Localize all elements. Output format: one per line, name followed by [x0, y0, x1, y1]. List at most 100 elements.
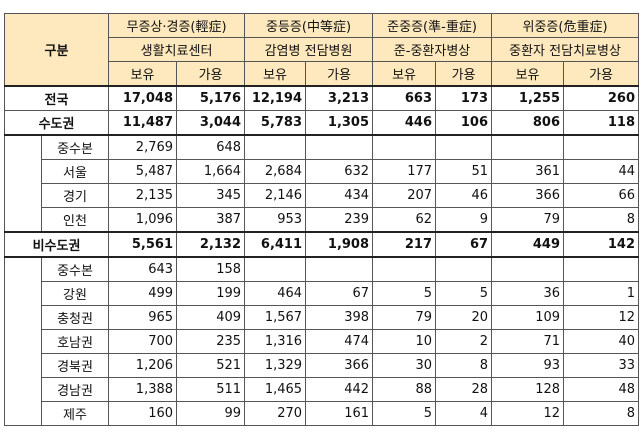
cell: 199	[176, 281, 246, 306]
cell: 434	[305, 183, 374, 208]
cell	[563, 256, 640, 282]
cell: 2,132	[176, 231, 246, 258]
have-header: 보유	[491, 61, 565, 87]
cell: 2,684	[244, 159, 307, 184]
table-row: 중수본 643 158	[4, 256, 640, 426]
cell: 79	[491, 207, 565, 233]
group-title-semicritical: 준중증(準-重症)	[372, 13, 493, 38]
capital-row: 수도권 11,487 3,044 5,783 1,305 446 106 806…	[3, 110, 640, 136]
cell: 398	[305, 305, 374, 330]
cell	[305, 256, 374, 282]
cell: 953	[244, 207, 307, 233]
cell: 160	[108, 401, 178, 426]
cell	[372, 134, 437, 160]
cell	[305, 134, 374, 160]
cell: 1,465	[244, 377, 307, 402]
cell: 1,908	[305, 231, 374, 258]
cell: 30	[372, 353, 437, 378]
cell: 40	[563, 329, 640, 354]
group-sub-mild: 생활치료센터	[108, 37, 246, 62]
cell: 474	[305, 329, 374, 354]
cell: 1,305	[305, 110, 374, 136]
group-sub-semicritical: 준-중환자병상	[372, 37, 493, 62]
cell: 12	[491, 401, 565, 426]
cell: 464	[244, 281, 307, 306]
avail-header: 가용	[563, 61, 640, 87]
cell: 239	[305, 207, 374, 233]
cell: 366	[305, 353, 374, 378]
cell: 648	[176, 134, 246, 160]
cell: 128	[491, 377, 565, 402]
bed-status-table: 구분 무증상·경증(輕症) 중등증(中等症) 준중증(準-重症) 위중증(危重症…	[3, 13, 640, 426]
cell: 33	[563, 353, 640, 378]
cell: 5,176	[176, 85, 246, 111]
cell: 71	[491, 329, 565, 354]
avail-header: 가용	[305, 61, 374, 87]
cell: 11,487	[108, 110, 178, 136]
table-row: 호남권 700 235 1,316 474 10 2 71 40	[5, 329, 640, 354]
cell: 44	[563, 159, 640, 184]
cell: 109	[491, 305, 565, 330]
cell: 8	[563, 207, 640, 233]
gubun-header: 구분	[3, 13, 110, 87]
cell: 46	[435, 183, 493, 208]
cell: 106	[435, 110, 493, 136]
row-label: 중수본	[40, 256, 110, 282]
capital-label: 수도권	[3, 110, 110, 136]
cell	[372, 256, 437, 282]
header-row-2: 생활치료센터 감염병 전담병원 준-중환자병상 중환자 전담치료병상	[5, 37, 640, 62]
cell: 387	[176, 207, 246, 233]
group-title-mild: 무증상·경증(輕症)	[108, 13, 246, 38]
cell: 62	[372, 207, 437, 233]
avail-header: 가용	[435, 61, 493, 87]
cell: 9	[435, 207, 493, 233]
cell: 1,316	[244, 329, 307, 354]
cell: 1,206	[108, 353, 178, 378]
cell: 2,146	[244, 183, 307, 208]
row-label: 충청권	[40, 305, 110, 330]
cell: 3,213	[305, 85, 374, 111]
cell	[435, 134, 493, 160]
cell: 6,411	[244, 231, 307, 258]
cell: 1,388	[108, 377, 178, 402]
cell: 5	[435, 281, 493, 306]
row-label: 인천	[40, 207, 110, 233]
cell: 161	[305, 401, 374, 426]
cell: 93	[491, 353, 565, 378]
cell: 12	[563, 305, 640, 330]
cell: 511	[176, 377, 246, 402]
noncapital-label: 비수도권	[3, 231, 110, 258]
table-row: 제주 160 99 270 161 5 4 12 8	[5, 401, 640, 426]
row-label: 경기	[40, 183, 110, 208]
cell: 173	[435, 85, 493, 111]
national-row: 전국 17,048 5,176 12,194 3,213 663 173 1,2…	[3, 85, 640, 111]
group-sub-moderate: 감염병 전담병원	[244, 37, 374, 62]
cell: 8	[435, 353, 493, 378]
table-row: 충청권 965 409 1,567 398 79 20 109 12	[5, 305, 640, 330]
cell: 446	[372, 110, 437, 136]
cell: 5,783	[244, 110, 307, 136]
cell: 361	[491, 159, 565, 184]
cell: 4	[435, 401, 493, 426]
cell: 1,567	[244, 305, 307, 330]
cell: 66	[563, 183, 640, 208]
row-label: 제주	[40, 401, 110, 426]
cell: 99	[176, 401, 246, 426]
cell: 2	[435, 329, 493, 354]
row-label: 서울	[40, 159, 110, 184]
cell	[491, 256, 565, 282]
cell: 366	[491, 183, 565, 208]
cell: 51	[435, 159, 493, 184]
have-header: 보유	[244, 61, 307, 87]
cell: 700	[108, 329, 178, 354]
cell: 260	[563, 85, 640, 111]
cell: 48	[563, 377, 640, 402]
cell: 28	[435, 377, 493, 402]
cell: 2,769	[108, 134, 178, 160]
cell: 207	[372, 183, 437, 208]
row-label: 강원	[40, 281, 110, 306]
cell: 67	[305, 281, 374, 306]
cell: 521	[176, 353, 246, 378]
cell: 270	[244, 401, 307, 426]
cell: 158	[176, 256, 246, 282]
